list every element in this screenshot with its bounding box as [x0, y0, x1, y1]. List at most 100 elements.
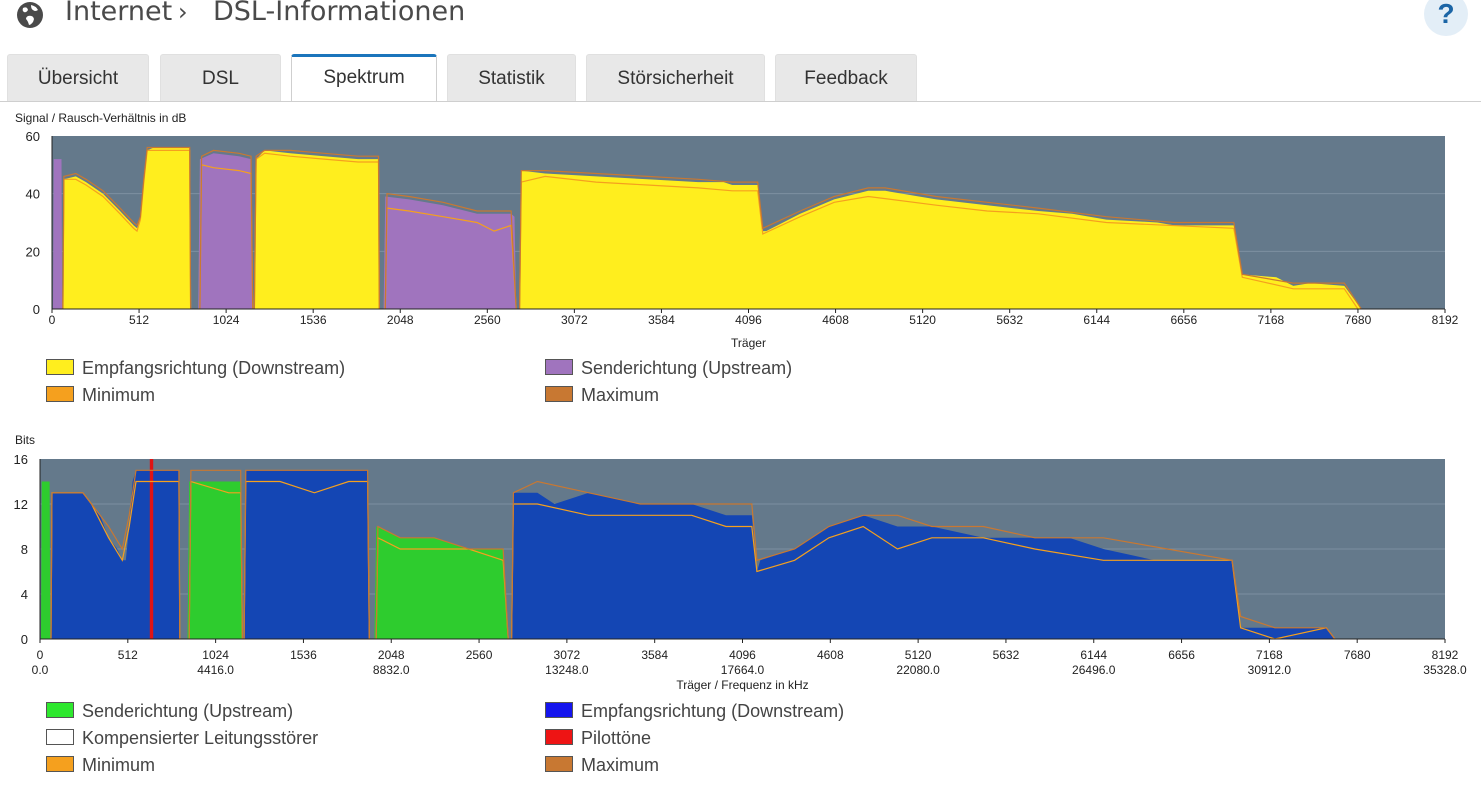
downstream-area-1: [244, 470, 370, 639]
legend-swatch: [545, 756, 573, 773]
legend-swatch: [545, 729, 573, 746]
legend-label: Maximum: [581, 755, 660, 775]
legend-swatch: [545, 702, 573, 719]
x-tick-label: 6144: [1083, 313, 1110, 327]
freq-tick-label: 17664.0: [721, 663, 765, 677]
y-tick-label: 12: [14, 497, 28, 512]
maximum-line-0: [50, 469, 181, 640]
globe-icon: [17, 2, 43, 28]
freq-tick-label: 26496.0: [1072, 663, 1116, 677]
upstream-area-1: [187, 481, 243, 639]
freq-tick-label: 30912.0: [1248, 663, 1292, 677]
legend-upstream: Senderichtung (Upstream): [545, 356, 792, 380]
x-tick-label: 6144: [1080, 648, 1107, 662]
legend-compensated-interferer: Kompensierter Leitungsstörer: [46, 726, 318, 750]
y-tick-label: 20: [26, 244, 40, 259]
breadcrumb-internet[interactable]: Internet: [65, 0, 173, 27]
x-tick-label: 512: [118, 648, 138, 662]
legend-minimum: Minimum: [46, 753, 155, 777]
x-tick-label: 6656: [1168, 648, 1195, 662]
legend-label: Minimum: [82, 385, 156, 405]
upstream-area-0: [41, 481, 51, 639]
legend-maximum: Maximum: [545, 753, 659, 777]
x-tick-label: 4608: [822, 313, 849, 327]
minimum-line-0: [62, 149, 192, 310]
x-tick-label: 4096: [735, 313, 762, 327]
tab-dsl[interactable]: DSL: [160, 54, 281, 101]
chevron-right-icon: ›: [178, 0, 188, 26]
upstream-area-2: [374, 526, 509, 639]
tab-uebersicht[interactable]: Übersicht: [7, 54, 149, 101]
freq-tick-label: 0.0: [32, 663, 49, 677]
downstream-area-0: [51, 470, 180, 639]
legend-maximum: Maximum: [545, 383, 659, 407]
x-axis-label: Träger: [731, 336, 766, 350]
help-button[interactable]: ?: [1424, 0, 1468, 36]
snr-chart-title: Signal / Rausch-Verhältnis in dB: [15, 111, 187, 125]
x-tick-label: 4096: [729, 648, 756, 662]
tab-spektrum[interactable]: Spektrum: [291, 54, 437, 102]
tab-feedback[interactable]: Feedback: [775, 54, 917, 101]
downstream-area-0: [62, 147, 191, 309]
maximum-line-3: [375, 525, 509, 640]
x-tick-label: 7168: [1256, 648, 1283, 662]
legend-swatch: [46, 359, 74, 376]
pilot-area-0: [149, 459, 154, 639]
x-tick-label: 8192: [1432, 648, 1459, 662]
upstream-area-1: [198, 153, 253, 309]
legend-pilot-tones: Pilottöne: [545, 726, 651, 750]
upstream-area-2: [383, 196, 517, 309]
downstream-area-1: [254, 150, 380, 309]
freq-tick-label: 22080.0: [896, 663, 940, 677]
x-tick-label: 2048: [387, 313, 414, 327]
legend-label: Kompensierter Leitungsstörer: [82, 728, 319, 748]
legend-label: Pilottöne: [581, 728, 652, 748]
x-tick-label: 5120: [909, 313, 936, 327]
y-tick-label: 8: [21, 542, 28, 557]
freq-tick-label: 13248.0: [545, 663, 589, 677]
snr-chart: 0 20 40 60 0 512 1024 1536 2048 2560 3072 3584 4096 4…: [26, 129, 1459, 350]
y-tick-label: 16: [14, 452, 28, 467]
minimum-line-4: [519, 175, 1359, 310]
legend-label: Senderichtung (Upstream): [82, 701, 294, 721]
bits-chart-title: Bits: [15, 433, 36, 447]
y-tick-label: 60: [26, 129, 40, 144]
x-tick-label: 1024: [202, 648, 229, 662]
freq-tick-label: 8832.0: [373, 663, 410, 677]
x-tick-label: 2560: [474, 313, 501, 327]
maximum-line-2: [243, 469, 370, 640]
legend-upstream: Senderichtung (Upstream): [46, 699, 293, 723]
x-tick-label: 0: [37, 648, 44, 662]
x-tick-label: 8192: [1432, 313, 1459, 327]
page-title: DSL-Informationen: [213, 0, 466, 27]
legend-swatch: [46, 729, 74, 746]
x-tick-label: 5632: [993, 648, 1020, 662]
legend-swatch: [545, 386, 573, 403]
legend-swatch: [545, 359, 573, 376]
x-tick-label: 3584: [641, 648, 668, 662]
bits-chart: 0 4 8 12 16 0 512 1024 1536 2048 2560 3072 3584 4096 4…: [14, 452, 1467, 692]
legend-downstream: Empfangsrichtung (Downstream): [545, 699, 844, 723]
y-tick-label: 0: [33, 302, 40, 317]
x-tick-label: 2048: [378, 648, 405, 662]
x-tick-label: 7680: [1345, 313, 1372, 327]
downstream-area-2: [511, 492, 1335, 639]
legend-label: Senderichtung (Upstream): [581, 358, 793, 378]
x-tick-label: 5632: [996, 313, 1023, 327]
tab-divider: [0, 101, 1481, 102]
x-tick-label: 0: [49, 313, 56, 327]
legend-downstream: Empfangsrichtung (Downstream): [46, 356, 345, 380]
legend-label: Empfangsrichtung (Downstream): [82, 358, 346, 378]
tab-stoersicherheit[interactable]: Störsicherheit: [586, 54, 765, 101]
x-tick-label: 3072: [561, 313, 588, 327]
x-tick-label: 1536: [290, 648, 317, 662]
minimum-line-2: [253, 152, 380, 310]
legend-swatch: [46, 386, 74, 403]
tab-statistik[interactable]: Statistik: [447, 54, 576, 101]
maximum-line-3: [384, 193, 517, 310]
x-tick-label: 3584: [648, 313, 675, 327]
y-tick-label: 40: [26, 187, 40, 202]
maximum-line-0: [62, 146, 192, 310]
x-tick-label: 3072: [554, 648, 581, 662]
legend-label: Empfangsrichtung (Downstream): [581, 701, 845, 721]
